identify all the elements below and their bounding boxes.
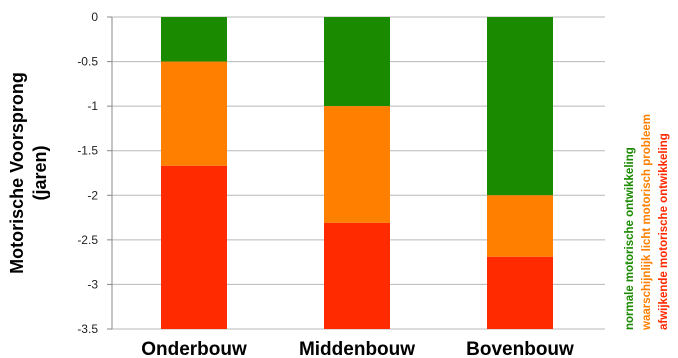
bar-segment-1-middenbouw — [324, 17, 390, 107]
legend: normale motorische ontwikkeling waarschij… — [624, 114, 670, 331]
category-labels: Onderbouw Middenbouw Bovenbouw — [141, 339, 574, 358]
bar-segment-1-onderbouw — [161, 17, 227, 62]
category-label: Middenbouw — [299, 339, 415, 358]
y-axis-title-line: (jaren) — [30, 145, 50, 200]
bar-segment-3-onderbouw — [161, 165, 227, 329]
bar-segment-2-middenbouw — [324, 106, 390, 223]
bar-segment-2-onderbouw — [161, 61, 227, 166]
y-tick-label: -2.5 — [77, 233, 98, 247]
y-axis-title-line: Motorische Voorsprong — [7, 72, 27, 274]
y-axis-title: Motorische Voorsprong (jaren) — [7, 72, 50, 274]
bar-segment-2-bovenbouw — [487, 195, 553, 257]
legend-entry: afwijkende motorische ontwikkeling — [658, 133, 670, 330]
bar-segment-1-bovenbouw — [487, 17, 553, 196]
bar-segment-3-middenbouw — [324, 222, 390, 329]
y-tick-label: 0 — [91, 10, 98, 24]
y-tick-label: -1 — [87, 99, 98, 113]
y-tick-label: -2 — [87, 188, 98, 202]
y-tick-labels: 0 -0.5 -1 -1.5 -2 -2.5 -3 -3.5 — [77, 10, 98, 336]
y-tick-label: -0.5 — [77, 55, 98, 69]
y-tick-label: -3.5 — [77, 322, 98, 336]
y-tick-label: -3 — [87, 277, 98, 291]
category-label: Onderbouw — [141, 339, 247, 358]
bars — [161, 17, 553, 329]
y-tick-label: -1.5 — [77, 144, 98, 158]
legend-entry: normale motorische ontwikkeling — [624, 147, 636, 330]
category-label: Bovenbouw — [466, 339, 574, 358]
bar-segment-3-bovenbouw — [487, 256, 553, 329]
legend-entry: waarschijnlijk licht motorisch probleem — [641, 114, 653, 331]
